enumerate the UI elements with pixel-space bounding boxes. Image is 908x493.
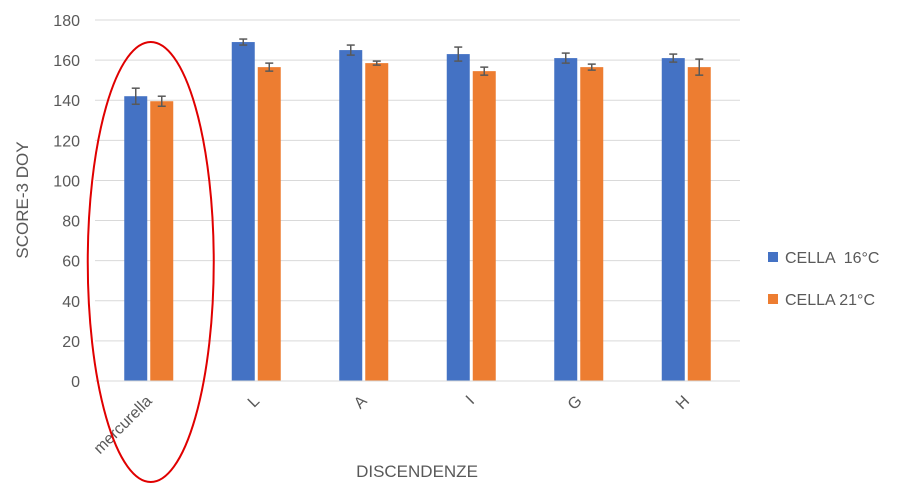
bar-cella-21c-l [257,67,281,381]
x-axis-title: DISCENDENZE [356,462,478,481]
legend: CELLA 16°C CELLA 21°C [768,250,879,309]
x-tick-label: A [351,393,371,413]
legend-label: CELLA 16°C [785,250,879,267]
bar-cella-16c-l [231,42,255,382]
gridlines [95,19,740,342]
y-tick-label: 140 [53,93,80,110]
y-axis-title: SCORE-3 DOY [13,141,32,258]
legend-swatch [768,294,778,304]
y-tick-label: 160 [53,53,80,70]
annotations [86,41,215,483]
legend-swatch [768,252,778,262]
y-tick-label: 0 [71,374,80,391]
bar-cella-21c-g [580,67,604,381]
x-tick-label: I [463,393,478,408]
bar-cella-16c-mercurella [124,96,148,381]
y-tick-label: 60 [62,254,80,271]
y-tick-label: 100 [53,173,80,190]
error-bars [131,38,704,107]
bar-cella-16c-i [446,54,470,381]
y-tick-label: 180 [53,13,80,30]
bar-cella-21c-a [365,63,389,381]
y-tick-label: 120 [53,133,80,150]
bar-cella-21c-i [472,71,496,382]
bar-cella-16c-h [661,58,685,381]
y-tick-label: 20 [62,334,80,351]
x-tick-label: H [673,393,693,413]
x-tick-label: L [245,393,263,411]
bar-cella-16c-a [339,50,363,381]
legend-label: CELLA 21°C [785,292,875,309]
bars [124,42,711,382]
bar-cella-21c-h [687,67,711,381]
highlight-ellipse [86,41,215,483]
y-axis-ticks: 0 20 40 60 80 100 120 140 160 180 [53,13,80,391]
y-tick-label: 80 [62,214,80,231]
x-tick-label: G [565,393,586,414]
x-tick-label: mercurella [91,393,156,458]
bar-cella-21c-mercurella [150,101,174,381]
y-tick-label: 40 [62,294,80,311]
bar-cella-16c-g [554,58,578,381]
x-axis-ticks: mercurella L A I G H [91,393,693,458]
